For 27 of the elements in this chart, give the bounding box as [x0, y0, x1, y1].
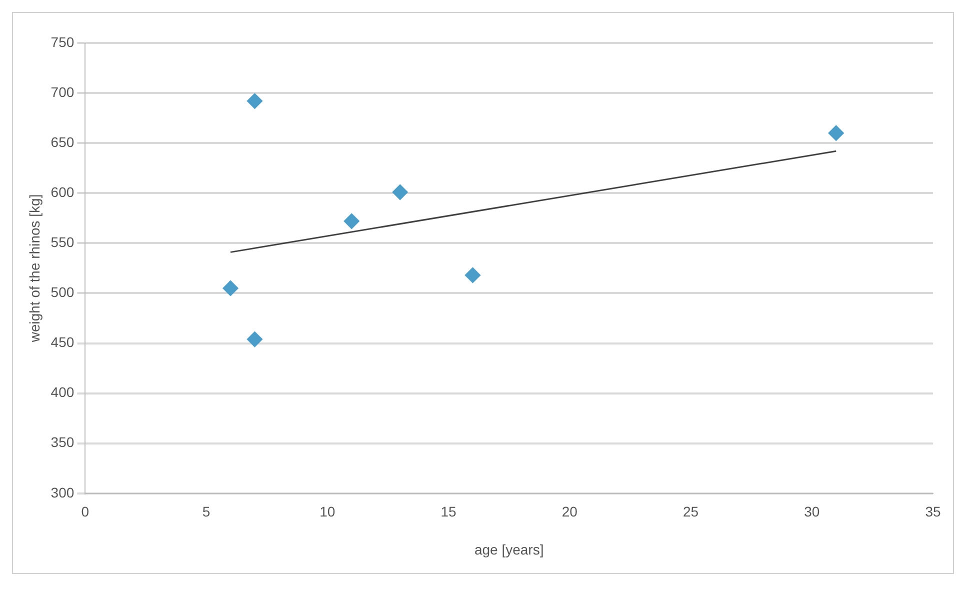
y-tick-label: 750 [50, 34, 74, 50]
x-tick-label: 25 [682, 504, 699, 520]
x-tick-label: 5 [202, 504, 210, 520]
y-axis-title: weight of the rhinos [kg] [26, 194, 42, 344]
y-tick-label: 300 [50, 484, 74, 500]
y-tick-label: 550 [50, 234, 74, 250]
point [464, 267, 480, 283]
y-tick-label: 500 [50, 284, 74, 300]
y-tick-label: 400 [50, 384, 74, 400]
x-tick-label: 35 [925, 504, 941, 520]
x-tick-label: 30 [804, 504, 820, 520]
point [344, 213, 360, 229]
point [222, 280, 238, 296]
y-tick-label: 450 [50, 334, 74, 350]
point [246, 332, 262, 348]
y-tick-label: 700 [50, 84, 74, 100]
y-tick-label: 600 [50, 184, 74, 200]
point [392, 184, 408, 200]
x-tick-label: 10 [320, 504, 336, 520]
y-tick-label: 350 [50, 434, 74, 450]
x-tick-label: 15 [440, 504, 457, 520]
x-tick-label: 20 [562, 504, 578, 520]
y-tick-label: 650 [50, 134, 74, 150]
x-axis-title: age [years] [474, 541, 544, 558]
point [828, 125, 844, 141]
x-tick-label: 0 [81, 504, 90, 520]
point [246, 93, 262, 109]
